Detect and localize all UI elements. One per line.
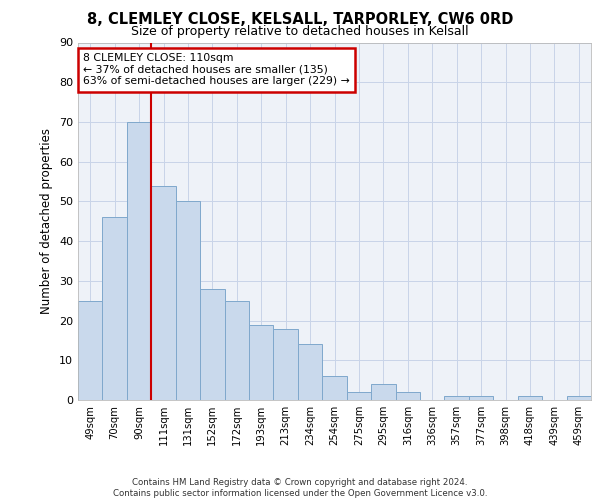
Bar	[445, 396, 469, 400]
Text: Contains HM Land Registry data © Crown copyright and database right 2024.
Contai: Contains HM Land Registry data © Crown c…	[113, 478, 487, 498]
Bar	[566, 396, 591, 400]
Bar	[200, 289, 224, 400]
Bar	[322, 376, 347, 400]
Bar	[127, 122, 151, 400]
Bar	[78, 300, 103, 400]
Bar	[249, 324, 274, 400]
Bar	[103, 218, 127, 400]
Text: Size of property relative to detached houses in Kelsall: Size of property relative to detached ho…	[131, 25, 469, 38]
Bar	[347, 392, 371, 400]
Bar	[518, 396, 542, 400]
Bar	[176, 202, 200, 400]
Bar	[224, 300, 249, 400]
Text: 8, CLEMLEY CLOSE, KELSALL, TARPORLEY, CW6 0RD: 8, CLEMLEY CLOSE, KELSALL, TARPORLEY, CW…	[87, 12, 513, 28]
Bar	[371, 384, 395, 400]
Bar	[274, 328, 298, 400]
Y-axis label: Number of detached properties: Number of detached properties	[40, 128, 53, 314]
Bar	[395, 392, 420, 400]
Bar	[151, 186, 176, 400]
Text: 8 CLEMLEY CLOSE: 110sqm
← 37% of detached houses are smaller (135)
63% of semi-d: 8 CLEMLEY CLOSE: 110sqm ← 37% of detache…	[83, 53, 350, 86]
Bar	[298, 344, 322, 400]
Bar	[469, 396, 493, 400]
